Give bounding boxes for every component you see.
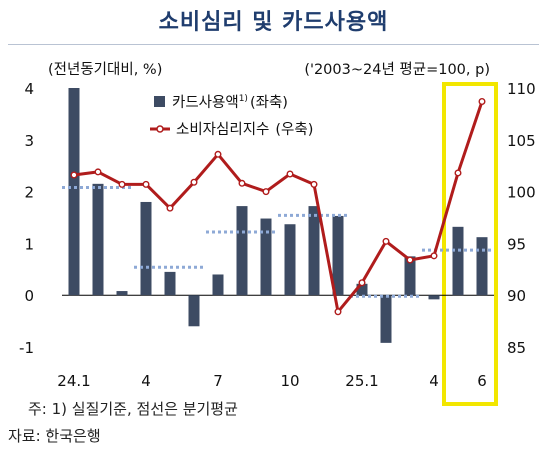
index-point — [214, 150, 222, 158]
index-point — [430, 252, 438, 260]
bar — [116, 291, 128, 296]
right-tick-label: 100 — [507, 184, 536, 202]
index-point — [70, 171, 78, 179]
bar — [164, 271, 176, 296]
bar — [92, 183, 104, 296]
source-note: 자료: 한국은행 — [8, 427, 101, 445]
left-tick-label: 3 — [24, 132, 34, 150]
left-tick-label: 4 — [24, 80, 34, 98]
bar — [356, 283, 368, 296]
left-tick-label: 1 — [24, 235, 34, 253]
x-tick-label: 25.1 — [345, 372, 378, 390]
bar — [332, 215, 344, 296]
x-tick-label: 24.1 — [57, 372, 90, 390]
index-point — [382, 237, 390, 245]
index-point — [94, 168, 102, 176]
legend-bar-swatch — [154, 96, 165, 107]
index-point — [358, 279, 366, 287]
index-line — [73, 100, 484, 314]
index-point — [334, 308, 342, 316]
left-tick-label: 0 — [24, 287, 34, 305]
bar — [140, 201, 152, 296]
x-tick-label: 10 — [280, 372, 299, 390]
right-tick-label: 90 — [507, 287, 526, 305]
footnote: 주: 1) 실질기준, 점선은 분기평균 — [28, 400, 238, 418]
index-point — [166, 204, 174, 212]
bar — [380, 295, 392, 343]
index-point — [142, 180, 150, 188]
legend: 카드사용액1) (좌축) 소비자심리지수 (우축) — [150, 94, 313, 138]
title-divider — [8, 44, 539, 45]
legend-line-label: 소비자심리지수 (우축) — [176, 121, 313, 138]
bar — [260, 218, 272, 296]
index-point — [262, 188, 270, 196]
x-tick-label: 7 — [213, 372, 223, 390]
index-line-layer — [70, 97, 486, 316]
left-axis-label: (전년동기대비, %) — [48, 61, 162, 78]
left-tick-label: -1 — [19, 339, 34, 357]
x-tick-label: 4 — [141, 372, 151, 390]
left-tick-label: 2 — [24, 184, 34, 202]
bar — [452, 226, 464, 296]
right-tick-label: 85 — [507, 339, 526, 357]
bar-layer — [68, 88, 488, 343]
right-axis-label: ('2003~24년 평균=100, p) — [304, 61, 490, 78]
legend-bar-label: 카드사용액1) (좌축) — [172, 94, 288, 111]
x-tick-label: 4 — [429, 372, 439, 390]
bar — [308, 206, 320, 296]
bar — [404, 256, 416, 296]
bar — [284, 224, 296, 296]
index-point — [118, 180, 126, 188]
x-tick-label: 6 — [477, 372, 487, 390]
index-point — [478, 97, 486, 105]
index-point — [238, 179, 246, 187]
right-tick-label: 110 — [507, 80, 536, 98]
bar — [476, 237, 488, 296]
index-point — [286, 170, 294, 178]
bar — [236, 206, 248, 296]
index-point — [406, 256, 414, 264]
index-point — [454, 169, 462, 177]
bar — [212, 274, 224, 296]
right-tick-label: 95 — [507, 235, 526, 253]
bar — [428, 295, 440, 300]
bar — [188, 295, 200, 327]
bar — [68, 88, 80, 296]
index-point — [310, 180, 318, 188]
highlight-box — [442, 82, 498, 406]
legend-line-marker — [156, 125, 164, 133]
quarterly-average-layer — [62, 185, 494, 298]
chart-title: 소비심리 및 카드사용액 — [158, 10, 389, 35]
right-tick-label: 105 — [507, 132, 536, 150]
highlight-layer — [442, 82, 498, 406]
index-point — [190, 178, 198, 186]
